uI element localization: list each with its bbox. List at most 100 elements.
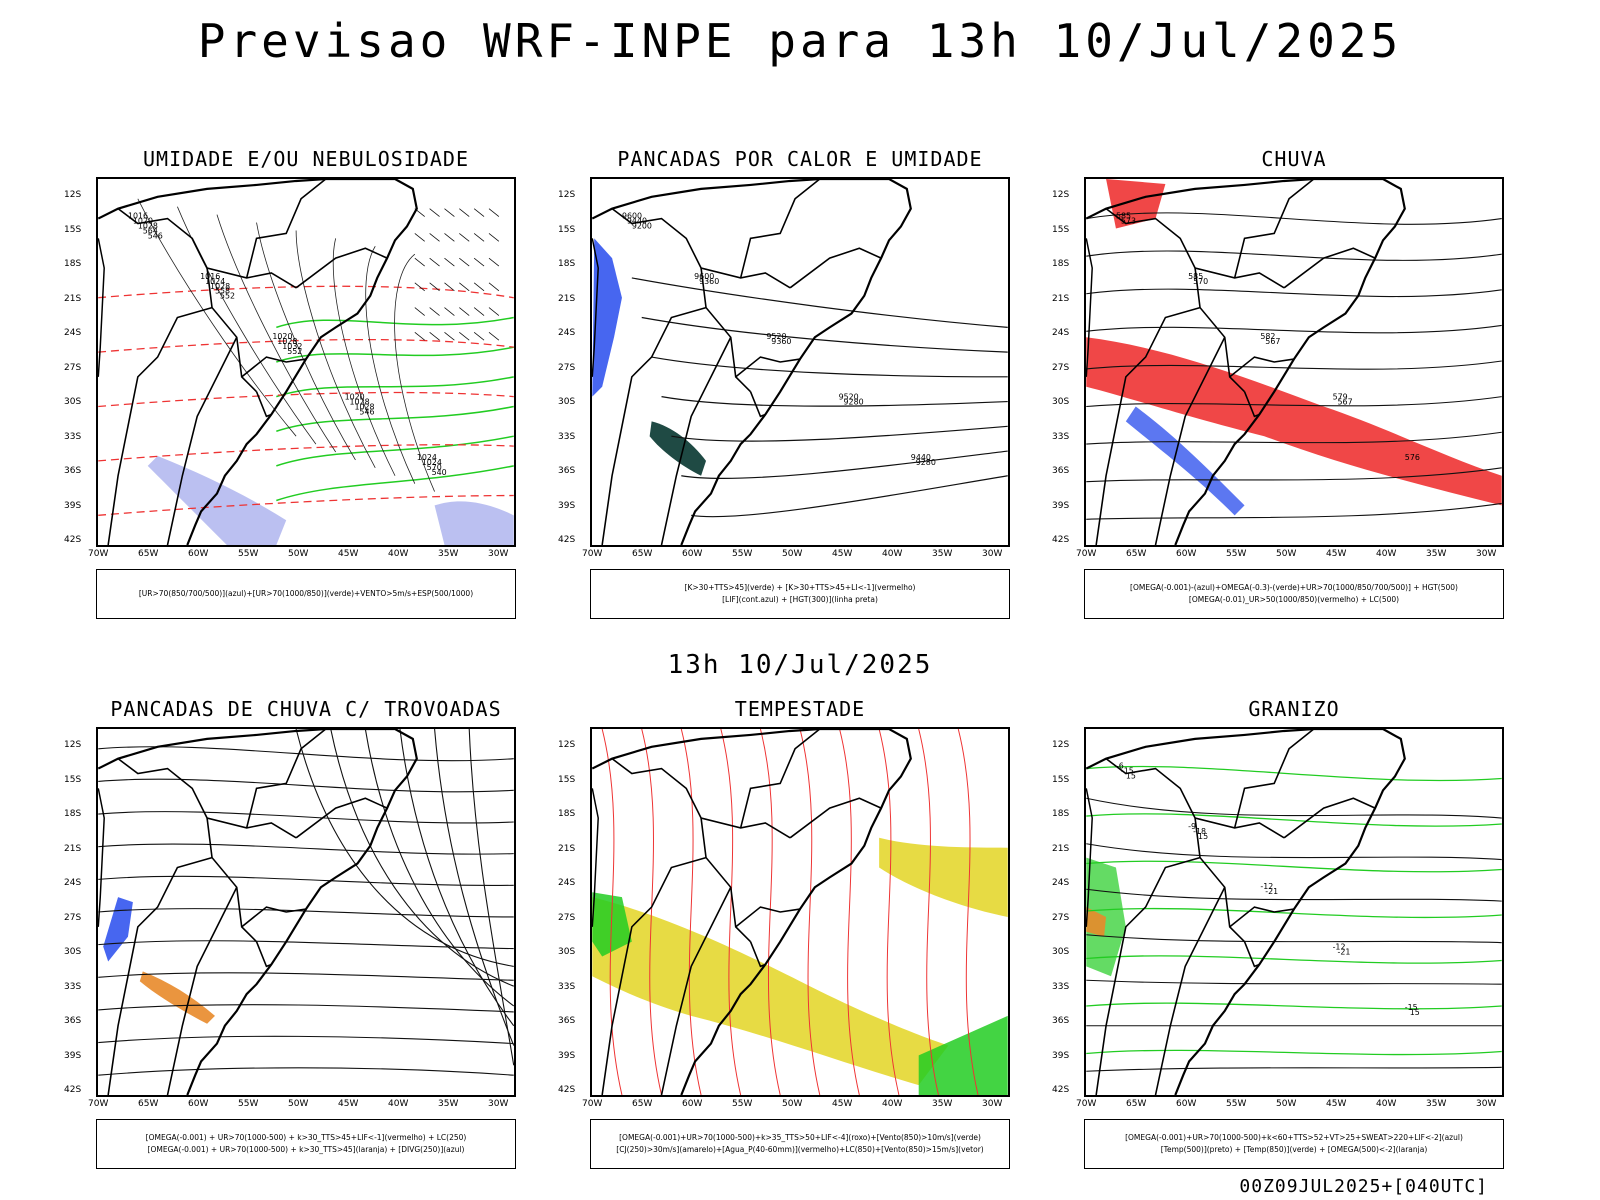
contour-label: -18 — [1193, 827, 1206, 836]
lon-tick-label: 50W — [782, 1099, 803, 1109]
contour-label: 1020 — [133, 217, 153, 226]
lon-tick-label: 55W — [238, 549, 259, 559]
legend-line: [OMEGA(-0.001)+UR>70(1000-500)+k<60+TTS>… — [1125, 1133, 1463, 1142]
lat-tick-label: 39S — [1052, 1050, 1070, 1061]
contour-label: -15 — [1405, 1003, 1418, 1012]
lon-tick-label: 35W — [438, 1099, 459, 1109]
lat-tick-label: 36S — [1052, 466, 1070, 476]
legend-line: [OMEGA(-0.001) + UR>70(1000-500) + k>30_… — [145, 1133, 467, 1142]
contour-label: 567 — [1338, 398, 1353, 407]
lon-tick-label: 60W — [682, 549, 703, 559]
lat-tick-label: 24S — [64, 328, 82, 338]
lon-tick-label: 50W — [1276, 1099, 1297, 1109]
lat-tick-label: 21S — [1052, 293, 1070, 304]
lon-tick-label: 30W — [488, 1099, 509, 1109]
contour-label: 585 — [1116, 212, 1131, 221]
lon-tick-label: 40W — [882, 1099, 903, 1109]
lon-tick-label: 50W — [782, 549, 803, 559]
lat-tick-label: 30S — [558, 397, 576, 407]
panel-legend: [OMEGA(-0.001)+UR>70(1000-500)+k<60+TTS>… — [1084, 1119, 1504, 1169]
lon-tick-label: 55W — [1226, 549, 1247, 559]
panel-title: GRANIZO — [1248, 697, 1340, 721]
panel-legend: [K>30+TTS>45](verde) + [K>30+TTS>45+LI<-… — [590, 569, 1010, 619]
lat-tick-label: 12S — [64, 190, 82, 200]
legend-line: [OMEGA(-0.01)_UR>50(1000/850)(vermelho) … — [1188, 595, 1400, 604]
map-frame: 9600 9600 9520 9520 9440 9440 9360 9360 9280 9280… — [590, 177, 1010, 547]
lon-tick-label: 55W — [238, 1099, 259, 1109]
legend-line: [K>30+TTS>45](verde) + [K>30+TTS>45+LI<-… — [684, 583, 916, 592]
lon-tick-label: 45W — [832, 549, 853, 559]
legend-line: [LIF](cont.azul) + [HGT(300)](linha pret… — [722, 595, 878, 604]
contour-label: 9280 — [844, 398, 864, 407]
lat-tick-label: 36S — [64, 1016, 82, 1026]
map-canvas: 9600 9600 9520 9520 9440 9440 9360 9360 9280 9280… — [592, 179, 1008, 545]
lat-tick-label: 39S — [64, 1050, 82, 1061]
lat-tick-label: 15S — [64, 774, 82, 785]
lon-tick-label: 60W — [188, 549, 209, 559]
lon-tick-label: 60W — [188, 1099, 209, 1109]
legend-line: [OMEGA(-0.001) + UR>70(1000-500) + k>30_… — [147, 1145, 465, 1154]
lon-tick-label: 30W — [982, 549, 1003, 559]
panel-legend: [OMEGA(-0.001)+UR>70(1000-500)+k>35_TTS>… — [590, 1119, 1010, 1169]
contour-label: 564 — [143, 226, 158, 235]
lon-tick-label: 65W — [1126, 1099, 1147, 1109]
contour-label: 1020 — [272, 332, 292, 341]
contour-label: 579 — [1333, 393, 1348, 402]
lon-tick-label: 60W — [682, 1099, 703, 1109]
contour-label: 570 — [1193, 277, 1208, 286]
contour-label: 558 — [215, 287, 230, 296]
lon-tick-label: 70W — [582, 1099, 603, 1109]
contour-label: 1032 — [282, 342, 302, 351]
map-canvas — [98, 729, 514, 1095]
lat-tick-label: 27S — [558, 912, 576, 923]
lon-tick-label: 45W — [832, 1099, 853, 1109]
contour-label: 540 — [432, 468, 447, 477]
lat-tick-label: 39S — [558, 500, 576, 511]
contour-label: 9600 — [622, 212, 642, 221]
lon-tick-label: 55W — [732, 549, 753, 559]
lat-tick-label: 21S — [64, 843, 82, 854]
lon-tick-label: 45W — [1326, 1099, 1347, 1109]
contour-label: -12 — [1333, 943, 1346, 952]
lon-tick-label: 40W — [1376, 1099, 1397, 1109]
lat-tick-label: 30S — [1052, 947, 1070, 957]
lat-tick-label: 33S — [64, 981, 82, 992]
lat-tick-label: 39S — [64, 500, 82, 511]
lon-tick-label: 55W — [732, 1099, 753, 1109]
contour-label: 570 — [427, 463, 442, 472]
legend-line: [Temp(500)](preto) + [Temp(850)](verde) … — [1160, 1145, 1428, 1154]
lat-tick-label: 36S — [1052, 1016, 1070, 1026]
contour-label: 546 — [359, 407, 374, 416]
panel-title: CHUVA — [1261, 147, 1327, 171]
contour-label: 9280 — [916, 458, 936, 467]
lat-tick-label: 30S — [1052, 397, 1070, 407]
contour-label: -12 — [1260, 882, 1273, 891]
contour-label: -21 — [1265, 887, 1278, 896]
contour-label: 1028 — [138, 221, 158, 230]
lat-tick-label: 24S — [558, 878, 576, 888]
contour-label: 15 — [1410, 1008, 1420, 1017]
lat-tick-label: 27S — [64, 912, 82, 923]
lon-tick-label: 40W — [1376, 549, 1397, 559]
lon-tick-label: 65W — [1126, 549, 1147, 559]
run-timestamp: 00Z09JUL2025+[040UTC] — [1239, 1176, 1488, 1197]
lat-tick-label: 30S — [558, 947, 576, 957]
lon-tick-label: 40W — [882, 549, 903, 559]
lat-tick-label: 33S — [1052, 981, 1070, 992]
map-frame: 1016 1016 1020 1020 1024 1020 1024 1028 1028 1024… — [96, 177, 516, 547]
lat-tick-label: 36S — [558, 466, 576, 476]
lat-tick-label: 24S — [1052, 878, 1070, 888]
contour-label: 9600 — [694, 272, 714, 281]
contour-label: 576 — [1405, 453, 1420, 462]
lat-tick-label: 24S — [1052, 328, 1070, 338]
legend-line: [UR>70(850/700/500)](azul)+[UR>70(1000/8… — [138, 589, 474, 598]
lon-tick-label: 70W — [88, 1099, 109, 1109]
lon-tick-label: 45W — [338, 549, 359, 559]
lat-tick-label: 30S — [64, 397, 82, 407]
contour-label: 1024 — [417, 453, 437, 462]
panel-title: PANCADAS DE CHUVA C/ TROVOADAS — [110, 697, 502, 721]
lon-tick-label: 30W — [982, 1099, 1003, 1109]
contour-label: 1016 — [128, 212, 148, 221]
lat-tick-label: 24S — [558, 328, 576, 338]
lat-tick-label: 21S — [558, 843, 576, 854]
